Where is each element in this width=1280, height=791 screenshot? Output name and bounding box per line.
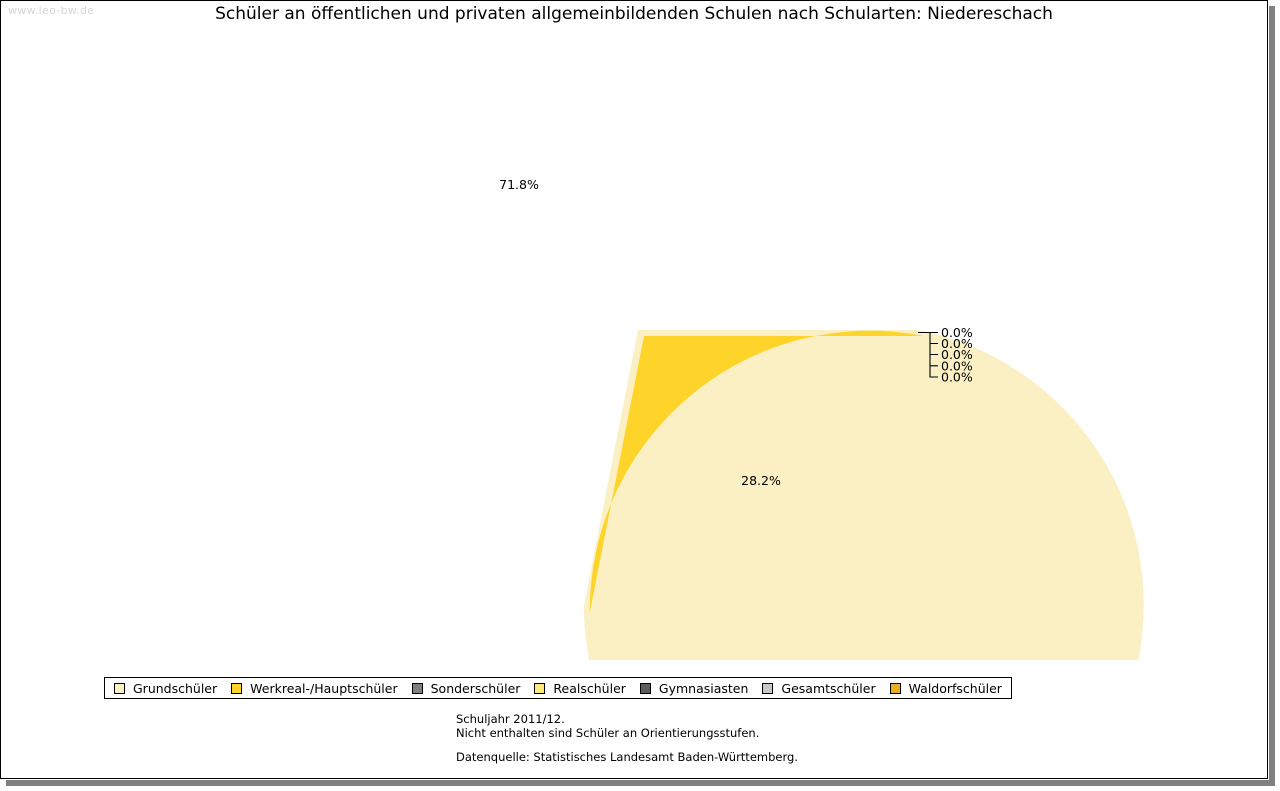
legend-swatch-icon xyxy=(411,682,423,694)
footnotes: Schuljahr 2011/12. Nicht enthalten sind … xyxy=(456,712,798,765)
legend-item-grundschueler[interactable]: Grundschüler xyxy=(107,678,224,698)
legend-item-label: Sonderschüler xyxy=(430,680,521,696)
legend-item-label: Gymnasiasten xyxy=(658,680,749,696)
footnote-datenquelle: Datenquelle: Statistisches Landesamt Bad… xyxy=(456,750,798,764)
frame-shadow-bottom xyxy=(6,780,1275,786)
legend-item-gesamtschueler[interactable]: Gesamtschüler xyxy=(755,678,882,698)
pie-label-zero-1: 0.0% xyxy=(941,325,973,340)
legend-item-label: Grundschüler xyxy=(133,680,218,696)
pie-label-zero-2: 0.0% xyxy=(941,336,973,351)
legend-item-label: Gesamtschüler xyxy=(781,680,876,696)
pie-chart: 71.8% 28.2% 0.0% 0.0% 0.0% 0.0% 0.0% xyxy=(499,177,1144,660)
legend-swatch-icon xyxy=(534,682,546,694)
pie-label-zero-4: 0.0% xyxy=(941,359,973,374)
legend-item-label: Werkreal-/Hauptschüler xyxy=(250,680,398,696)
pie-chart-svg: 71.8% 28.2% 0.0% 0.0% 0.0% 0.0% 0.0% xyxy=(499,177,1144,660)
pie-label-zero-3: 0.0% xyxy=(941,347,973,362)
leader-line-bracket xyxy=(918,331,938,378)
legend-swatch-icon xyxy=(762,682,774,694)
legend-item-label: Realschüler xyxy=(553,680,626,696)
pie-slice-werkreal-group xyxy=(589,330,924,613)
legend-swatch-icon xyxy=(114,682,125,694)
legend-item-gymnasiasten[interactable]: Gymnasiasten xyxy=(633,678,756,698)
pie-label-zero-5: 0.0% xyxy=(941,370,973,385)
frame-shadow-right xyxy=(1269,6,1275,785)
page-title: Schüler an öffentlichen und privaten all… xyxy=(215,4,1053,24)
footnote-orientierungsstufen: Nicht enthalten sind Schüler an Orientie… xyxy=(456,725,760,740)
legend-item-werkreal-hauptschueler[interactable]: Werkreal-/Hauptschüler xyxy=(224,678,404,698)
pie-slice-werkreal[interactable] xyxy=(589,330,924,613)
legend-item-sonderschueler[interactable]: Sonderschüler xyxy=(405,678,528,698)
pie-slice-grundschueler[interactable] xyxy=(583,330,1144,660)
legend-item-waldorfschueler[interactable]: Waldorfschüler xyxy=(883,678,1009,698)
legend-swatch-icon xyxy=(889,682,901,694)
watermark: www.leo-bw.de xyxy=(8,4,95,17)
legend-item-realschueler[interactable]: Realschüler xyxy=(527,678,632,698)
pie-label-grundschueler: 71.8% xyxy=(499,177,539,192)
legend: Grundschüler Werkreal-/Hauptschüler Sond… xyxy=(104,677,1012,699)
footnote-schuljahr: Schuljahr 2011/12. xyxy=(456,712,565,726)
pie-label-werkreal: 28.2% xyxy=(741,473,781,488)
legend-swatch-icon xyxy=(231,682,243,694)
legend-swatch-icon xyxy=(639,682,651,694)
legend-item-label: Waldorfschüler xyxy=(908,680,1002,696)
